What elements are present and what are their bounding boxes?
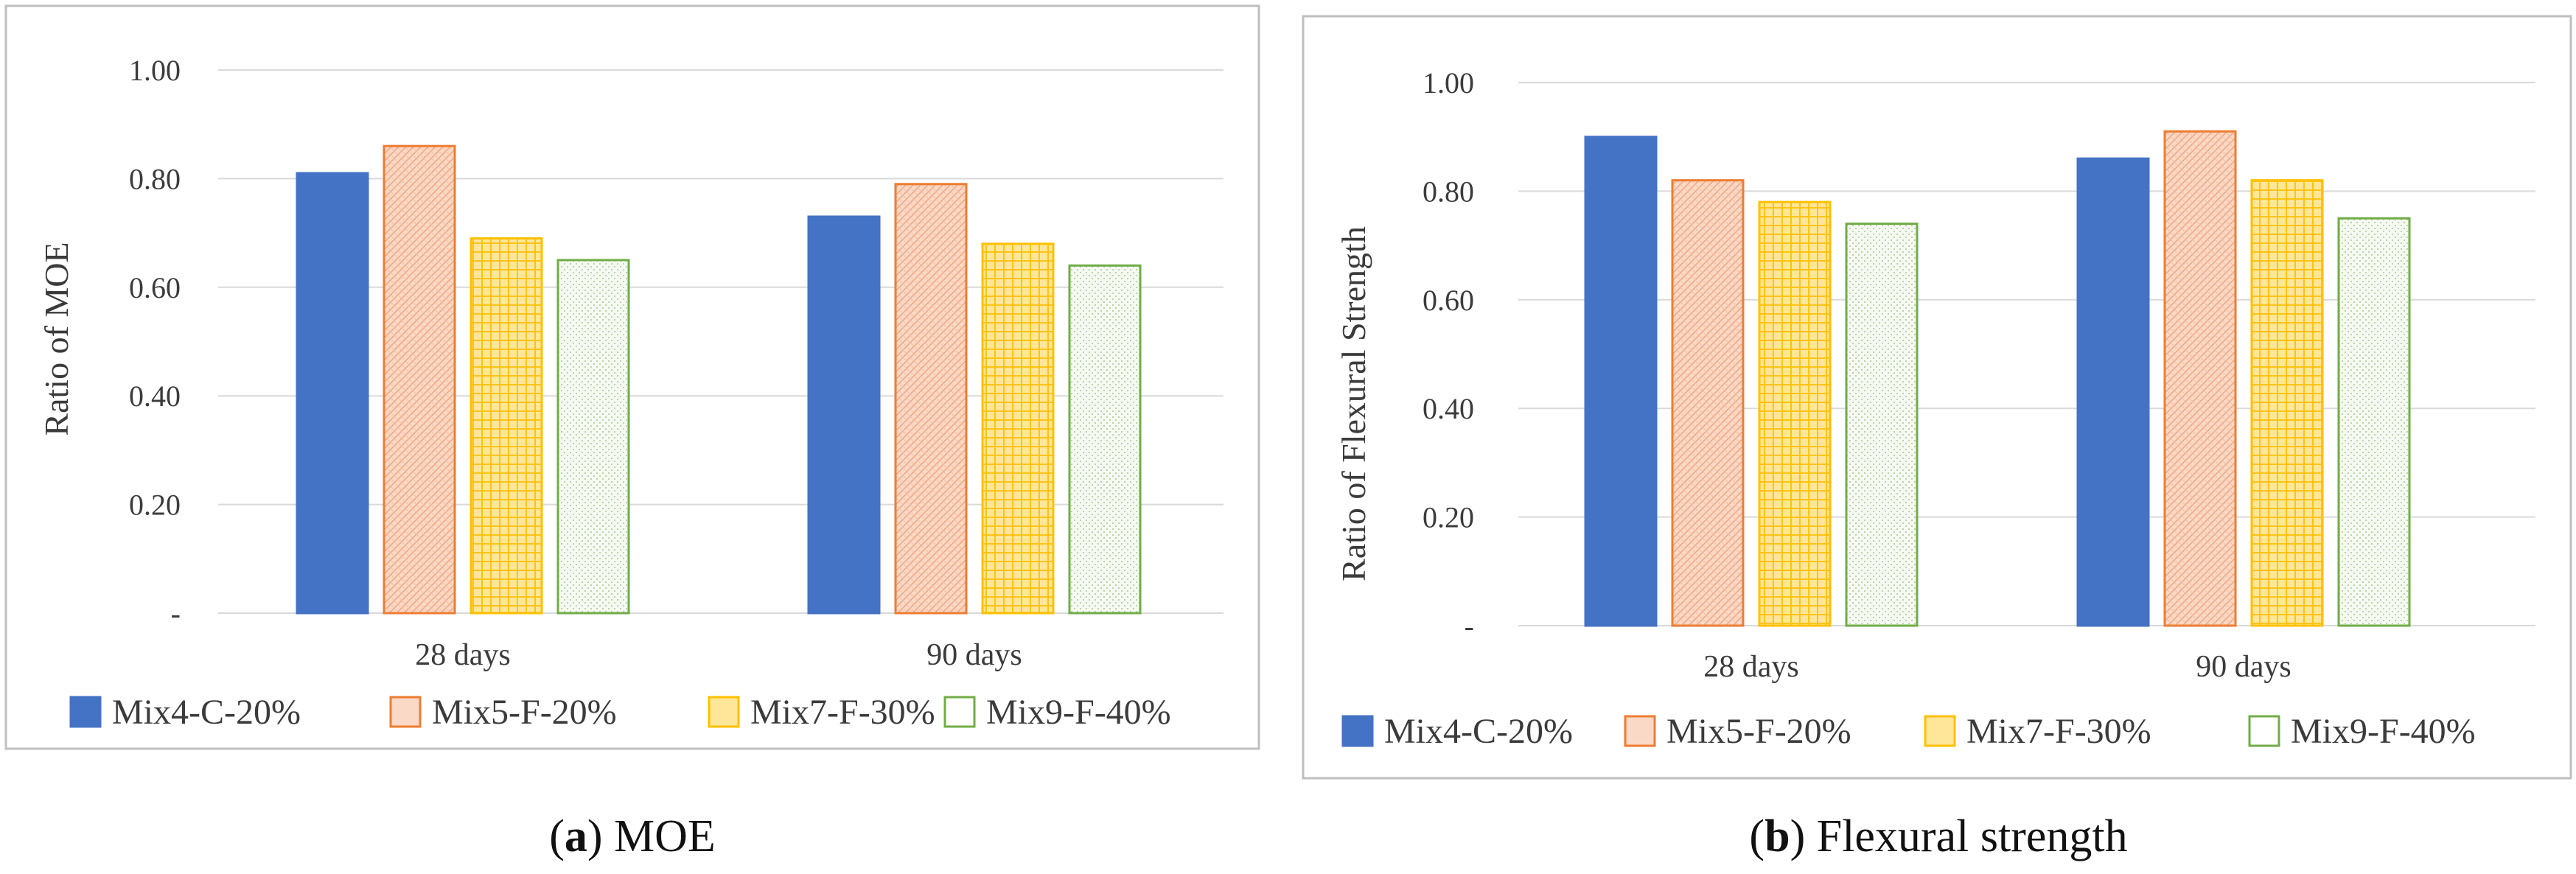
bars [296,144,1142,615]
caption-a-open: ( [549,811,565,861]
x-tick-labels: 28 days 90 days [415,638,1022,672]
bar-mix9-f-40--90-days [2337,217,2411,627]
chart-panel-moe: - 0.20 0.40 0.60 0.80 1.00 Ratio of MOE 28 da… [4,4,1260,750]
caption-a-text: ) MOE [587,811,716,861]
y-tick-label: 0.20 [1423,501,1474,534]
bar-mix5-f-20--28-days [1671,179,1745,627]
y-tick-label: 0.40 [1423,392,1474,425]
caption-a-letter: a [565,811,587,861]
legend-label: Mix9-F-40% [2291,712,2476,751]
x-tick-labels: 28 days 90 days [1703,650,2291,684]
legend-label: Mix4-C-20% [1384,712,1573,751]
bar-mix9-f-40--90-days [1068,264,1142,615]
bar-mix5-f-20--90-days [2163,130,2237,627]
x-tick-label: 28 days [415,638,511,672]
bar-mix9-f-40--28-days [1845,223,1919,627]
legend-label: Mix7-F-30% [1966,712,2151,751]
bar-mix4-c-20--28-days [296,172,369,615]
legend-swatch [2248,715,2280,747]
legend-swatch [1924,715,1956,747]
bars [1584,130,2411,627]
y-tick-label: 0.20 [129,489,181,522]
caption-b: (b) Flexural strength [1749,811,2127,861]
bar-mix4-c-20--90-days [807,215,881,615]
legend-label: Mix5-F-20% [432,693,617,732]
caption-a: (a) MOE [549,811,716,861]
y-tick-label: - [171,597,181,630]
caption-b-letter: b [1765,811,1790,861]
y-tick-label: 1.00 [129,54,181,87]
y-tick-label: 0.80 [1423,175,1474,208]
legend-swatch [708,696,740,728]
legend-label: Mix5-F-20% [1666,712,1851,751]
y-tick-label: 0.80 [129,162,181,195]
bar-mix7-f-30--90-days [981,242,1055,615]
bar-mix7-f-30--28-days [470,237,543,615]
x-tick-label: 90 days [2196,650,2291,684]
legend: Mix4-C-20% Mix5-F-20% Mix7-F-30% Mix9-F-40% [1341,712,2476,751]
y-tick-label: 0.60 [1423,284,1474,317]
bar-mix9-f-40--28-days [556,259,630,615]
caption-b-open: ( [1749,811,1765,861]
bar-mix7-f-30--90-days [2250,179,2324,627]
bar-mix5-f-20--28-days [383,144,456,615]
y-tick-labels: - 0.20 0.40 0.60 0.80 1.00 [129,54,181,630]
legend-label: Mix9-F-40% [986,693,1171,732]
legend-swatch [1624,715,1656,747]
bar-mix4-c-20--90-days [2076,157,2150,627]
x-tick-label: 28 days [1703,650,1799,684]
bar-mix7-f-30--28-days [1758,200,1832,627]
legend-swatch [389,696,422,728]
y-tick-label: 0.40 [129,380,181,413]
legend-label: Mix7-F-30% [750,693,935,732]
x-tick-label: 90 days [926,638,1022,672]
bar-mix4-c-20--28-days [1584,136,1658,627]
y-tick-label: 1.00 [1423,66,1474,99]
legend-swatch [69,696,102,728]
y-tick-label: - [1465,609,1474,643]
legend: Mix4-C-20% Mix5-F-20% Mix7-F-30% Mix9-F-40% [69,693,1171,732]
chart-panel-flexural: - 0.20 0.40 0.60 0.80 1.00 Ratio of Flexural … [1302,15,2572,780]
legend-label: Mix4-C-20% [112,693,301,732]
bar-mix5-f-20--90-days [894,183,968,615]
y-axis-label: Ratio of Flexural Strength [1335,226,1372,581]
legend-swatch [943,696,976,728]
legend-swatch [1341,715,1374,747]
y-tick-label: 0.60 [129,271,181,304]
caption-b-text: ) Flexural strength [1790,811,2128,861]
y-tick-labels: - 0.20 0.40 0.60 0.80 1.00 [1423,66,1474,643]
y-axis-label: Ratio of MOE [38,242,75,436]
